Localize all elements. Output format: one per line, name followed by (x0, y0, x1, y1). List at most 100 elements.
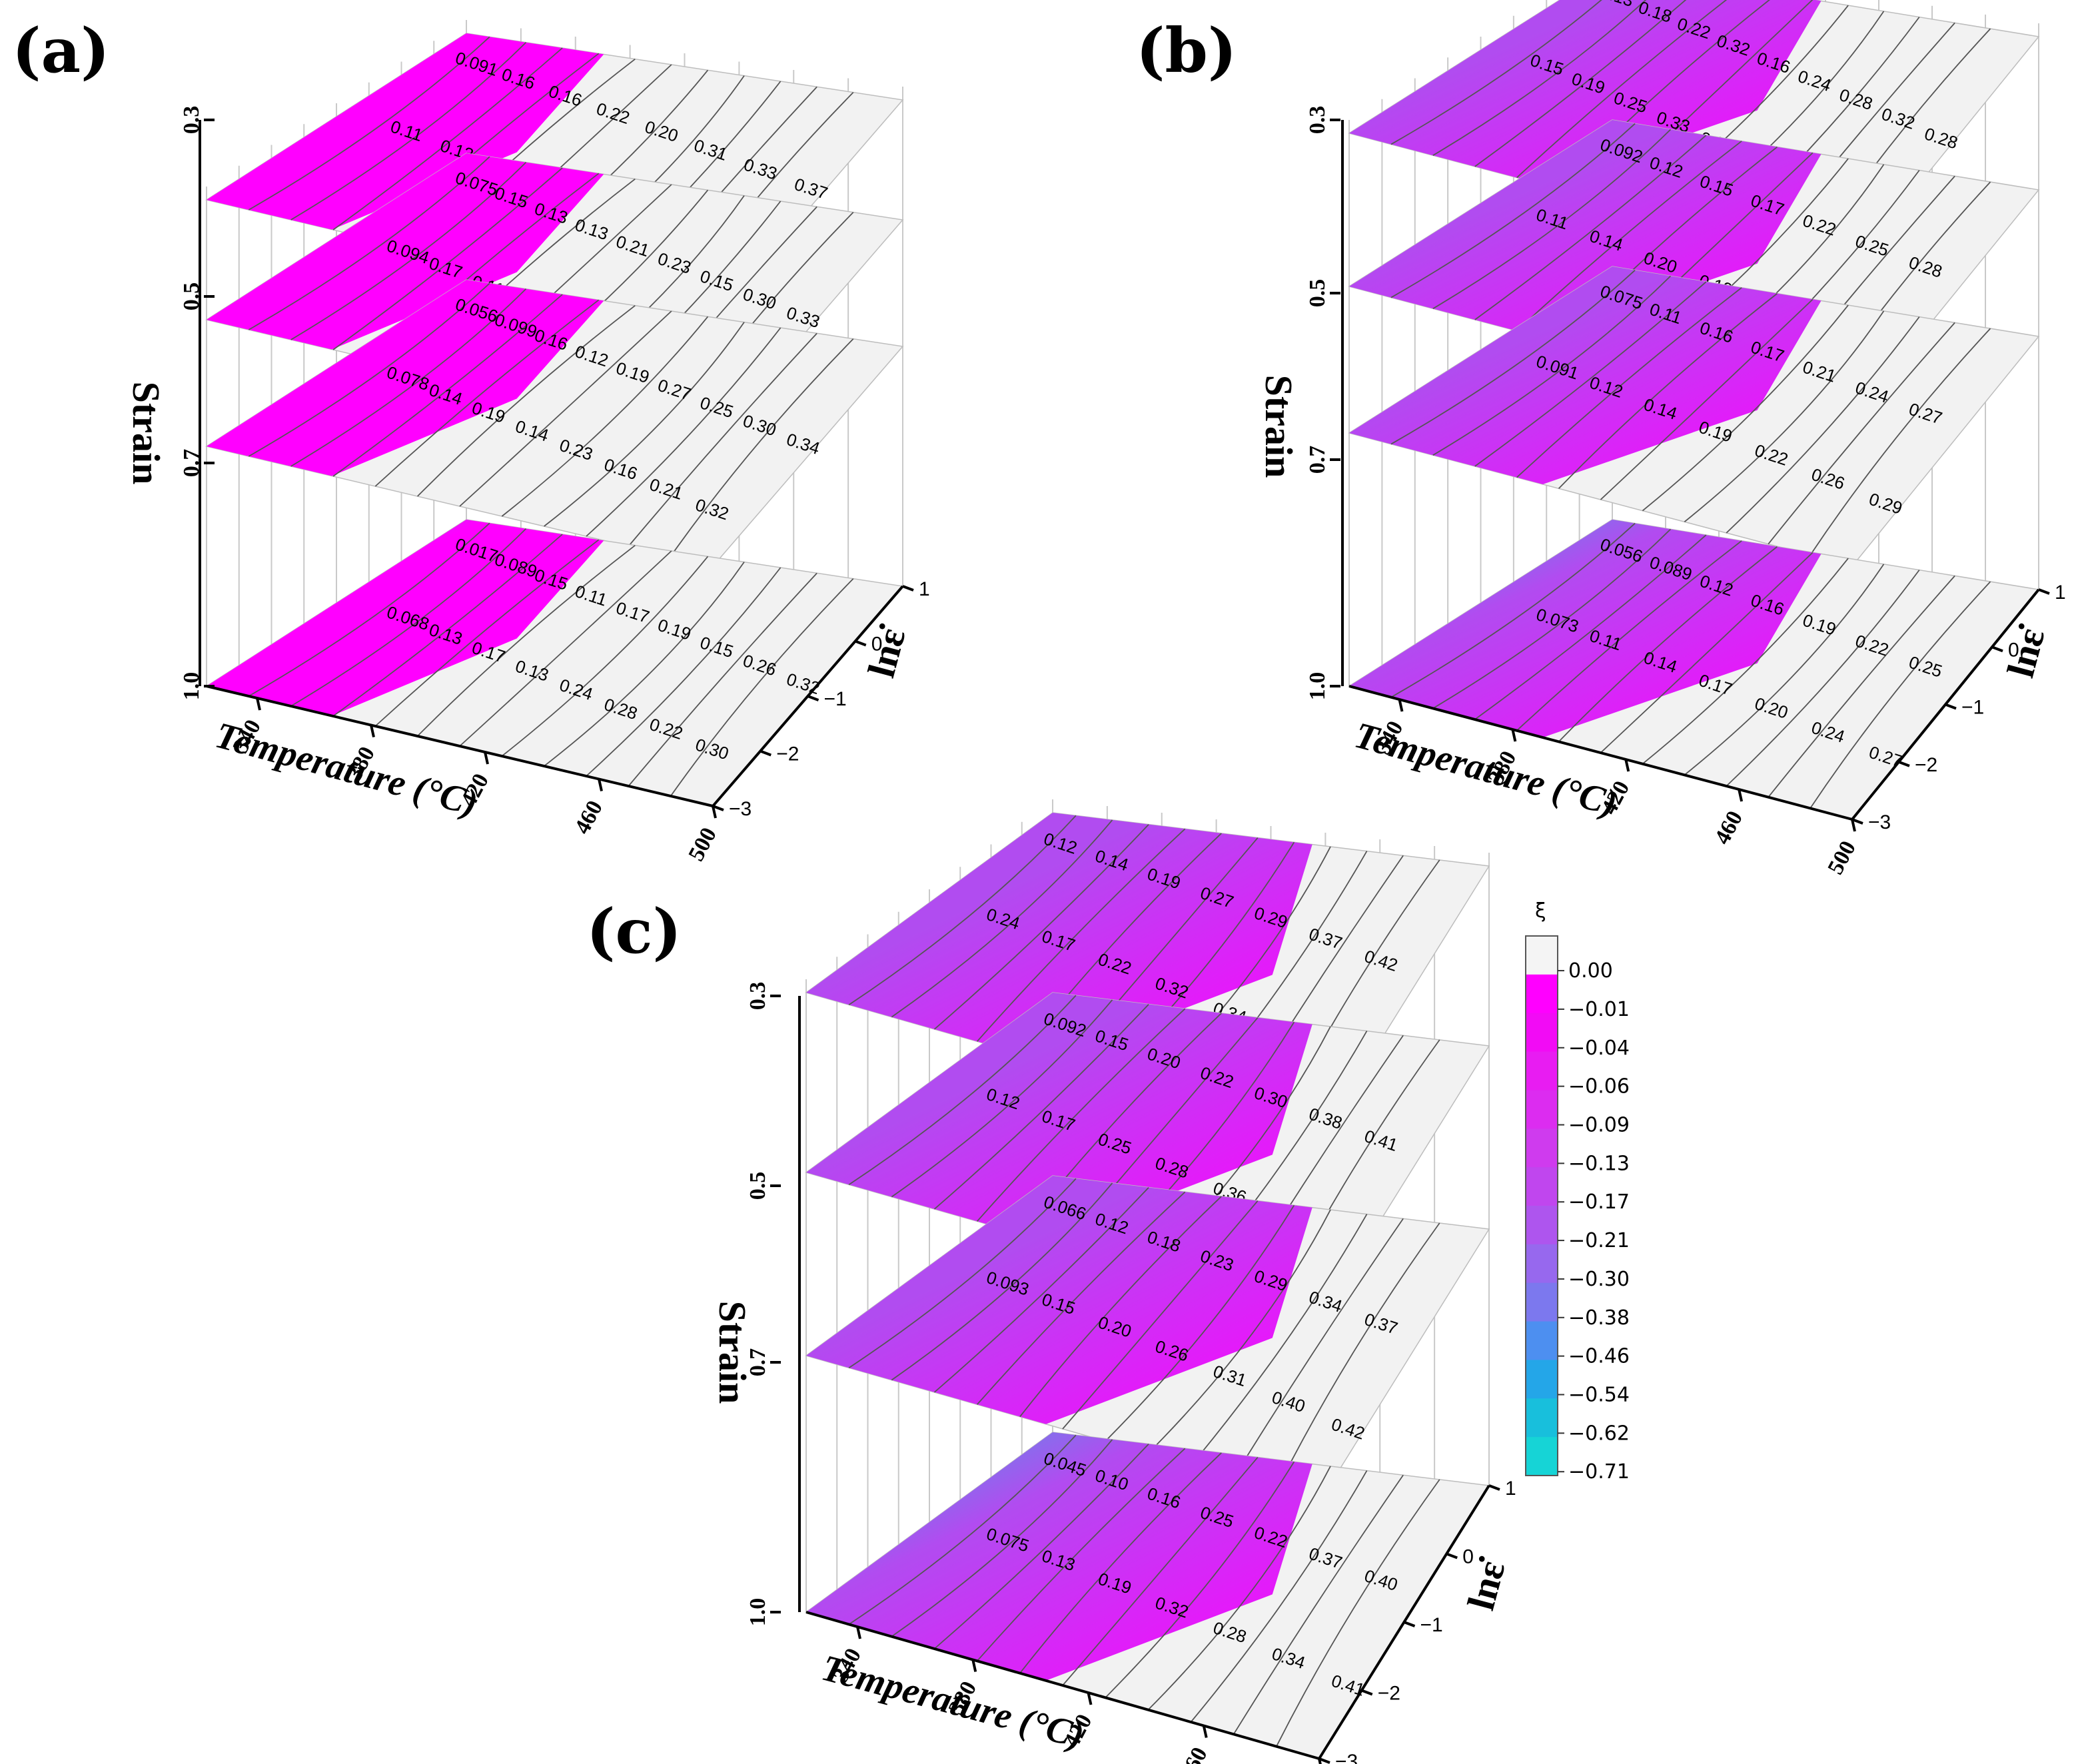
contour-line (1105, 1461, 1295, 1698)
contour-line (891, 1439, 1113, 1637)
colorbar-tick-label: −0.01 (1568, 998, 1630, 1021)
y-tick-mark (1851, 818, 1863, 825)
contour-line (1276, 1222, 1440, 1491)
contour-line (1233, 1474, 1404, 1735)
contour-line (1516, 141, 1742, 332)
contour-line (1390, 522, 1636, 698)
y-tick-label: 1 (1505, 1478, 1516, 1500)
colorbar-frame (1525, 935, 1558, 1476)
colorbar-swatch (1526, 1437, 1558, 1476)
y-tick-mark (760, 749, 772, 757)
chart-panel-0: (a)0.0910.110.160.130.160.180.220.260.20… (12, 15, 930, 865)
contour-line (848, 995, 1077, 1186)
z-tick-label: 0.7 (179, 449, 204, 478)
contour-line (417, 304, 636, 497)
z-tick-label: 0.3 (1305, 106, 1330, 135)
colorbar-swatch (1526, 1090, 1558, 1129)
contour-line (544, 562, 745, 767)
contour-line (544, 322, 745, 527)
y-tick-mark (1318, 1757, 1330, 1764)
contour-line (1642, 304, 1849, 512)
contour-line (1147, 1209, 1331, 1454)
y-tick-label: 0 (871, 634, 883, 656)
colorbar-tick-label: −0.54 (1568, 1384, 1630, 1407)
z-tick-label: 1.0 (1305, 672, 1330, 701)
contour-line (1105, 1204, 1295, 1442)
y-tick-mark (1403, 1621, 1416, 1627)
y-tick-label: −2 (1915, 754, 1937, 776)
x-tick-mark (1624, 759, 1630, 772)
contour-line (1768, 322, 1955, 545)
contour-line (332, 534, 563, 717)
x-tick-mark (1851, 819, 1856, 832)
contour-line (1516, 540, 1742, 731)
colorbar-tick-label: −0.30 (1568, 1268, 1630, 1291)
y-tick-label: −3 (1868, 811, 1891, 833)
instability-region (806, 1176, 1312, 1424)
contour-line (1768, 575, 1955, 798)
strain-layer-1.0: 0.0170.0680.0890.130.150.170.110.130.170… (205, 519, 904, 807)
contour-line (1684, 310, 1885, 523)
contour-line (1642, 558, 1849, 765)
contour-line (1600, 552, 1814, 753)
x-axis (805, 1611, 1320, 1760)
x-axis (206, 685, 714, 807)
y-tick-mark (1446, 1552, 1458, 1559)
colorbar-tick-label: −0.06 (1568, 1075, 1630, 1099)
y-tick-mark (1898, 760, 1910, 767)
contour-line (976, 1008, 1186, 1222)
instability-region (207, 280, 604, 476)
z-axis-title: Strain (125, 382, 168, 485)
y-tick-label: −3 (729, 798, 752, 820)
x-tick-mark (1398, 699, 1404, 712)
z-axis-title: Strain (1257, 375, 1300, 478)
colorbar-tick-label: −0.13 (1568, 1152, 1630, 1175)
contour-line (976, 1191, 1186, 1405)
y-tick-mark (807, 695, 819, 701)
colorbar-tick-label: −0.09 (1568, 1114, 1630, 1137)
instability-region (207, 153, 604, 350)
contour-line (1390, 123, 1636, 298)
contour-line (586, 327, 781, 537)
y-tick-mark (712, 805, 724, 811)
y-tick-label: 0 (2008, 639, 2019, 661)
contour-line (1474, 135, 1707, 320)
y-tick-mark (2038, 588, 2050, 595)
contour-line (459, 310, 672, 507)
contour-line (976, 828, 1186, 1042)
contour-line (848, 1434, 1077, 1625)
x-tick-mark (1202, 1725, 1208, 1738)
contour-line (374, 539, 600, 727)
contour-line (1233, 1218, 1404, 1478)
x-tick-label: 500 (1823, 837, 1861, 878)
x-axis (1348, 685, 1853, 821)
contour-line (459, 550, 672, 747)
y-tick-label: −1 (1420, 1614, 1443, 1636)
y-tick-mark (855, 640, 867, 647)
colorbar-swatch (1526, 1398, 1558, 1438)
y-tick-mark (902, 585, 914, 592)
contour-line (891, 999, 1113, 1198)
contour-line (1190, 1470, 1368, 1723)
contour-line (1432, 275, 1672, 456)
x-tick-label: 460 (1710, 807, 1748, 848)
y-tick-label: −2 (776, 743, 799, 765)
colorbar-tick-label: −0.17 (1568, 1190, 1630, 1214)
contour-line (933, 1186, 1149, 1393)
contour-line (332, 167, 563, 350)
x-tick-mark (712, 805, 717, 819)
contour-line (332, 47, 563, 230)
z-tick-label: 0.7 (1305, 446, 1330, 474)
x-tick-mark (1087, 1692, 1093, 1705)
colorbar-tick-label: −0.21 (1568, 1229, 1630, 1252)
x-tick-mark (598, 779, 603, 791)
z-tick-label: 0.3 (746, 982, 770, 1011)
z-tick-label: 1.0 (179, 672, 204, 701)
contour-line (933, 1443, 1149, 1649)
colorbar-swatch (1526, 1360, 1558, 1399)
instability-region (207, 520, 604, 716)
colorbar-tick-label: −0.46 (1568, 1345, 1630, 1368)
instability-region (806, 1432, 1312, 1681)
y-tick-mark (1991, 646, 2003, 653)
